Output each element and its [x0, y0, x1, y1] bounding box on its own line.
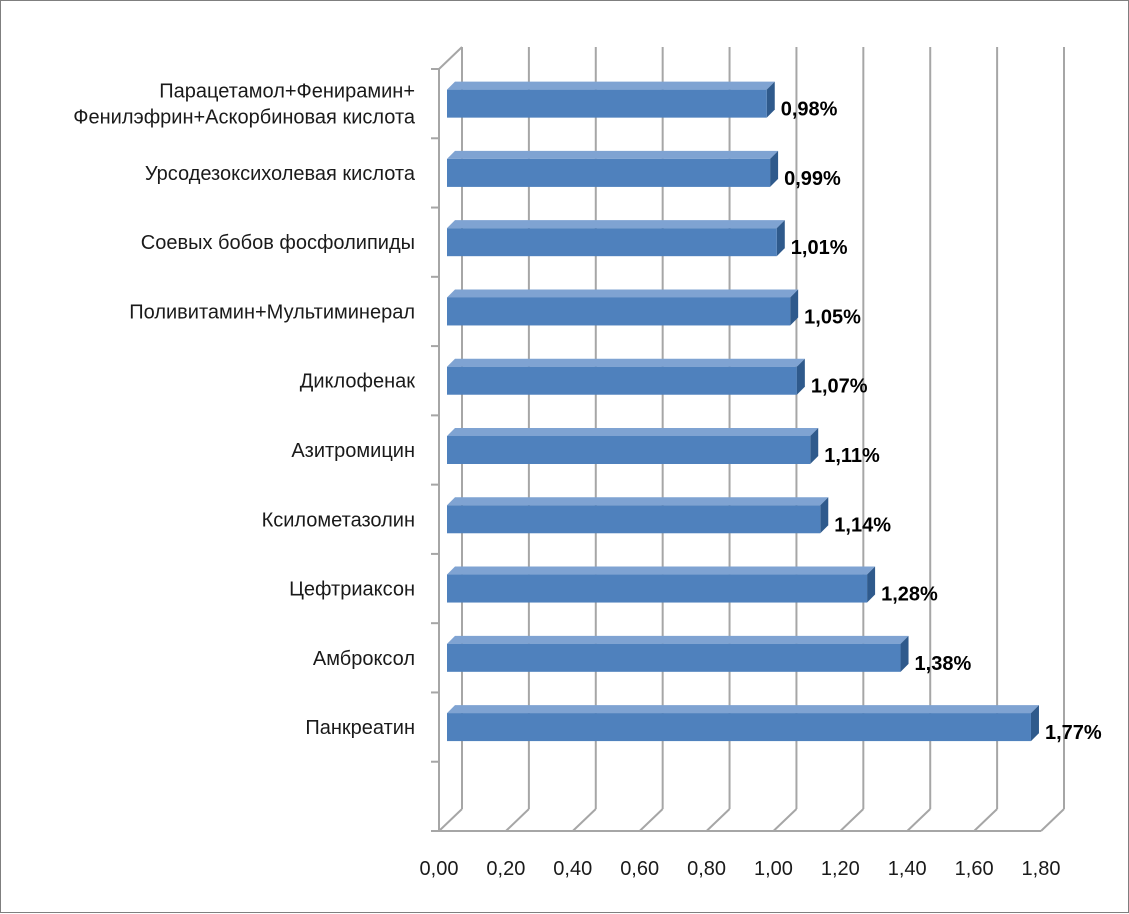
data-label: 1,77% [1045, 722, 1102, 744]
bar [447, 366, 797, 395]
category-label-line: Урсодезоксихолевая кислота [145, 163, 416, 185]
category-label: Азитромицин [291, 440, 415, 462]
data-label: 1,01% [791, 237, 848, 259]
category-label: Цефтриаксон [289, 579, 415, 601]
bar-layer [447, 81, 1039, 742]
category-label-line: Цефтриаксон [289, 579, 415, 601]
bar-top [447, 289, 799, 298]
bar-side [820, 497, 829, 534]
bar-top [447, 428, 819, 436]
x-tick-label: 0,20 [486, 858, 525, 880]
category-label-line: Азитромицин [291, 440, 415, 462]
bar-side [810, 428, 819, 464]
bar-top [447, 358, 805, 367]
floor-gridline [438, 808, 463, 832]
bar [447, 574, 868, 603]
category-label-line: Амброксол [313, 648, 415, 670]
floor-gridline [973, 808, 998, 832]
bar [447, 89, 767, 118]
data-label: 1,28% [881, 584, 938, 606]
bar-side [776, 220, 785, 257]
bar [447, 158, 771, 187]
category-label: Ксилометазолин [262, 509, 415, 531]
bar-side [770, 150, 779, 187]
category-label-line: Соевых бобов фосфолипиды [141, 232, 415, 254]
bar-top [447, 635, 909, 644]
bar-side [766, 81, 775, 118]
data-label: 1,38% [915, 653, 972, 675]
floor-gridline [906, 808, 931, 832]
bar [447, 505, 821, 534]
data-label: 0,99% [784, 168, 841, 190]
x-tick-label: 0,40 [553, 858, 592, 880]
category-label-line: Панкреатин [305, 717, 415, 739]
category-label: Диклофенак [300, 371, 415, 393]
bar-top [447, 220, 785, 229]
x-tick-label: 0,80 [687, 858, 726, 880]
category-label-line: Поливитамин+Мультиминерал [129, 301, 415, 323]
data-label: 1,14% [834, 514, 891, 536]
x-tick-label: 1,60 [955, 858, 994, 880]
data-label: 1,07% [811, 376, 868, 398]
floor-gridline [1040, 808, 1065, 832]
label-layer: 0,98% Парацетамол+Фенирамин+ Фенилэфрин+Ас… [73, 81, 1102, 744]
bar [447, 436, 811, 464]
category-label: Панкреатин [305, 717, 415, 739]
data-label: 1,11% [824, 445, 880, 467]
x-tick-label: 1,20 [821, 858, 860, 880]
category-label-line: Ксилометазолин [262, 509, 415, 531]
wall-edge [438, 46, 463, 70]
category-label-line: Фенилэфрин+Аскорбиновая кислота [73, 107, 416, 129]
category-label: Амброксол [313, 648, 415, 670]
x-tick-label: 1,00 [754, 858, 793, 880]
bar-side [867, 566, 876, 603]
category-label: Парацетамол+Фенирамин+ Фенилэфрин+Аскорби… [73, 81, 416, 129]
bar-top [447, 81, 775, 90]
data-label: 0,98% [781, 99, 838, 121]
floor-gridline [772, 808, 798, 832]
bar [447, 297, 791, 326]
category-label-line: Парацетамол+Фенирамин+ [159, 81, 415, 103]
bar [447, 713, 1031, 742]
bar-side [900, 635, 909, 672]
bar-top [447, 150, 779, 159]
bar [447, 643, 901, 672]
data-label: 1,05% [804, 306, 861, 328]
bar-side [1030, 705, 1039, 742]
x-tick-label: 0,00 [420, 858, 459, 880]
x-tick-label: 1,40 [888, 858, 927, 880]
bar-top [447, 705, 1039, 714]
floor-gridline [638, 808, 664, 832]
axis-layer: 0,00 0,20 0,40 0,60 0,80 1,00 1,20 1,40 1,60 1,80 [420, 46, 1061, 880]
bar-side [790, 289, 799, 326]
category-label-line: Диклофенак [300, 371, 415, 393]
bar [447, 228, 777, 257]
x-tick-label: 1,80 [1022, 858, 1061, 880]
bar-top [447, 566, 876, 575]
floor-gridline [505, 808, 530, 832]
bar-side [796, 358, 805, 395]
category-label: Урсодезоксихолевая кислота [145, 163, 416, 185]
category-label: Соевых бобов фосфолипиды [141, 232, 415, 254]
floor-gridline [572, 808, 597, 832]
bar-top [447, 497, 829, 506]
floor-gridline [839, 808, 865, 832]
floor-gridline [705, 808, 731, 832]
x-tick-label: 0,60 [620, 858, 659, 880]
category-label: Поливитамин+Мультиминерал [129, 301, 415, 323]
